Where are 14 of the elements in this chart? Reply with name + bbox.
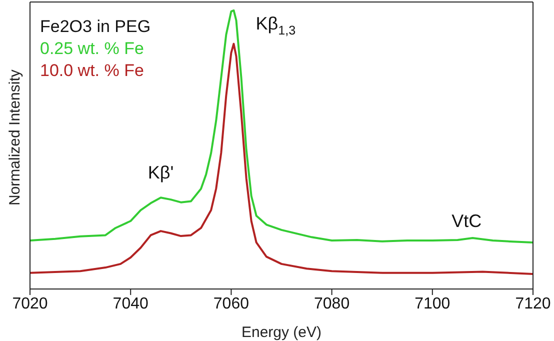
x-tick-label: 7120: [515, 295, 551, 312]
y-axis-title: Normalized Intensity: [6, 69, 24, 206]
x-tick-label: 7020: [12, 295, 48, 312]
x-tick-label: 7060: [213, 295, 250, 312]
annotation: Kβ$_{1,3}$: [256, 13, 296, 38]
annotation: VtC: [452, 210, 482, 231]
annotation: Kβ': [148, 162, 174, 182]
x-tick-label: 7040: [112, 295, 148, 312]
text: 0.25 wt. % Fe: [40, 38, 145, 60]
x-tick-label: 7080: [314, 295, 350, 312]
legend-title: Fe2O3 in PEG: [40, 16, 151, 38]
text: 10.0 wt. % Fe: [40, 60, 145, 82]
x-axis-title: Energy (eV): [241, 324, 322, 341]
x-tick-label: 7100: [414, 295, 450, 312]
